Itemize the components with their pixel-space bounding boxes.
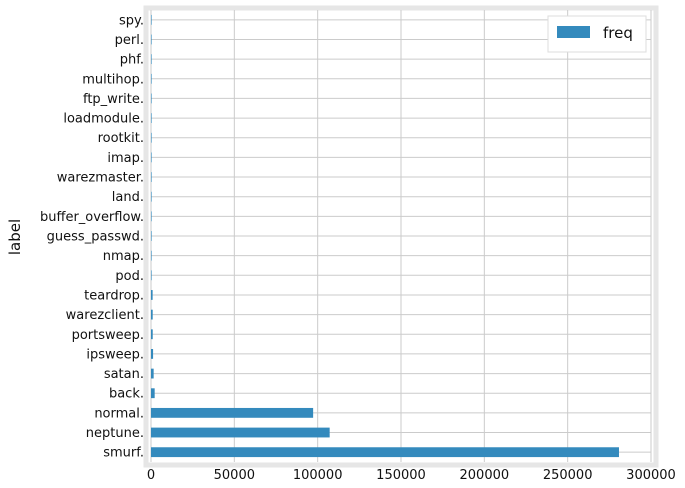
x-tick-label: 50000 [214,468,255,483]
x-tick-label: 200000 [460,468,510,483]
x-tick-label: 100000 [293,468,343,483]
x-tick-label: 0 [147,468,155,483]
y-tick-label: warezmaster. [57,171,144,186]
y-tick-label: pod. [115,269,144,284]
bar-loadmodule [151,113,152,123]
bar-multihop [151,73,152,84]
bar-ipsweep [151,349,154,359]
bar-phf [151,54,152,65]
y-tick-label: imap. [107,151,144,166]
y-tick-label: multihop. [82,72,144,87]
legend-swatch [557,26,590,38]
bar-neptune [151,427,330,438]
bar-warezmaster [151,172,152,182]
bar-imap [151,152,152,163]
y-tick-label: guess_passwd. [47,230,144,245]
y-tick-label: teardrop. [84,288,144,303]
bar-teardrop [151,290,153,300]
bar-back [151,388,155,399]
bar-buffer-overflow [151,211,152,222]
y-tick-label: portsweep. [72,328,144,343]
y-tick-label: normal. [94,406,144,421]
y-tick-label: perl. [115,33,144,48]
y-tick-label: smurf. [103,446,144,461]
legend: freq [547,15,647,53]
x-tick-label: 250000 [543,468,593,483]
bars [151,14,619,458]
y-tick-label: spy. [119,13,144,28]
y-tick-label: ftp_write. [83,92,144,107]
bar-perl [151,34,152,45]
bar-spy [151,14,152,25]
bar-guess-passwd [151,231,152,241]
bar-portsweep [151,329,153,340]
x-tick-labels: 0 50000 100000 150000 200000 250000 300000 [147,468,676,483]
y-tick-label: loadmodule. [63,112,144,127]
bar-land [151,191,152,202]
bar-warezclient [151,309,153,320]
legend-box [547,15,647,53]
bar-pod [151,270,152,281]
y-tick-label: back. [109,387,144,402]
y-tick-label: phf. [120,53,144,68]
y-tick-labels: smurf. neptune. normal. back. satan. ipsweep.… [40,13,144,460]
x-tick-label: 300000 [626,468,676,483]
bar-satan [151,368,154,379]
y-tick-label: land. [112,190,144,205]
x-tick-label: 150000 [376,468,426,483]
bar-nmap [151,250,152,261]
bar-rootkit [151,132,152,143]
y-tick-label: warezclient. [66,308,144,323]
y-tick-label: neptune. [86,426,144,441]
y-tick-label: satan. [104,367,144,382]
y-tick-label: ipsweep. [86,347,144,362]
y-tick-label: buffer_overflow. [40,210,144,225]
bar-ftp-write [151,93,152,104]
y-tick-label: rootkit. [98,131,144,146]
bar-normal [151,407,314,418]
y-axis-label: label [6,219,24,255]
legend-label: freq [603,24,633,42]
y-tick-label: nmap. [103,249,144,264]
bar-smurf [151,447,619,458]
